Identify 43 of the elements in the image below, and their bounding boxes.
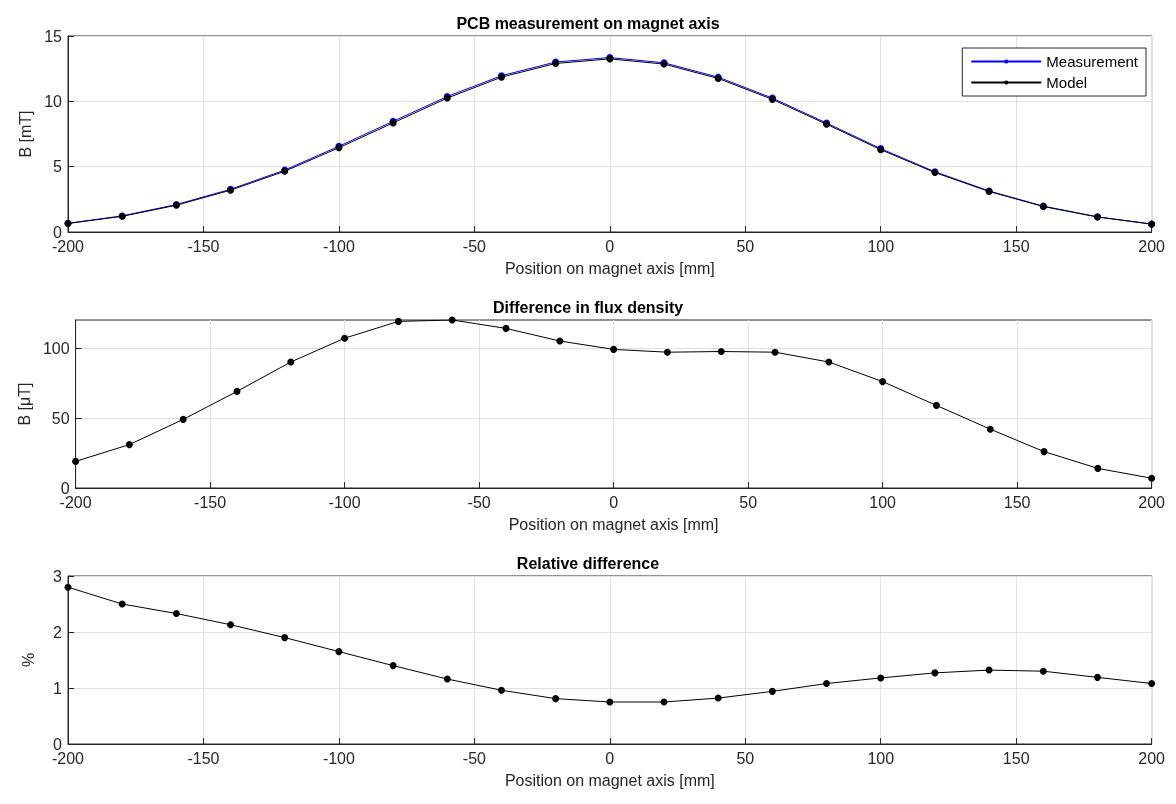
x-tick-label: -100 [322, 237, 356, 255]
x-tick-label: -100 [328, 493, 361, 511]
x-tick-label: -150 [187, 237, 220, 255]
x-tick-label: -50 [467, 493, 491, 511]
x-tick-label: 100 [869, 493, 897, 511]
x-tick-label: -50 [462, 749, 487, 767]
x-tick-label: 50 [736, 749, 755, 767]
x-axis-title: Position on magnet axis [mm] [508, 515, 719, 533]
chart-title: Relative difference [516, 554, 660, 572]
y-tick-label: 100 [42, 339, 70, 357]
x-tick-label: -150 [187, 749, 220, 767]
x-tick-label: 150 [1003, 493, 1031, 511]
x-tick-label: 200 [1138, 749, 1166, 767]
y-axis-title: B [mT] [16, 110, 34, 158]
y-axis-title: % [19, 652, 37, 668]
legend-label: Model [1046, 74, 1088, 91]
y-tick-label: 2 [53, 623, 63, 641]
legend-label: Measurement [1046, 53, 1139, 70]
x-tick-label: 150 [1002, 237, 1030, 255]
x-tick-label: 100 [867, 749, 895, 767]
y-tick-label: 10 [44, 92, 63, 110]
y-tick-label: 5 [53, 158, 63, 176]
x-tick-label: -50 [462, 237, 487, 255]
y-tick-label: 15 [44, 27, 63, 45]
x-tick-label: 0 [605, 749, 615, 767]
x-tick-label: 0 [605, 237, 615, 255]
chart-title: Difference in flux density [492, 298, 684, 316]
x-tick-label: 0 [609, 493, 619, 511]
x-tick-label: 50 [736, 237, 755, 255]
y-tick-label: 1 [53, 679, 63, 697]
y-tick-label: 50 [51, 409, 70, 427]
x-tick-label: 150 [1002, 749, 1030, 767]
y-tick-label: 3 [53, 567, 63, 585]
x-tick-label: 200 [1138, 237, 1166, 255]
x-axis-title: Position on magnet axis [mm] [504, 259, 715, 277]
x-tick-label: 100 [867, 237, 895, 255]
chart-title: PCB measurement on magnet axis [456, 14, 720, 32]
x-tick-label: -150 [194, 493, 227, 511]
x-axis-title: Position on magnet axis [mm] [504, 771, 715, 789]
x-tick-label: 200 [1138, 493, 1166, 511]
x-tick-label: -100 [322, 749, 356, 767]
x-tick-label: 50 [739, 493, 758, 511]
y-axis-title: B [μT] [15, 382, 33, 426]
